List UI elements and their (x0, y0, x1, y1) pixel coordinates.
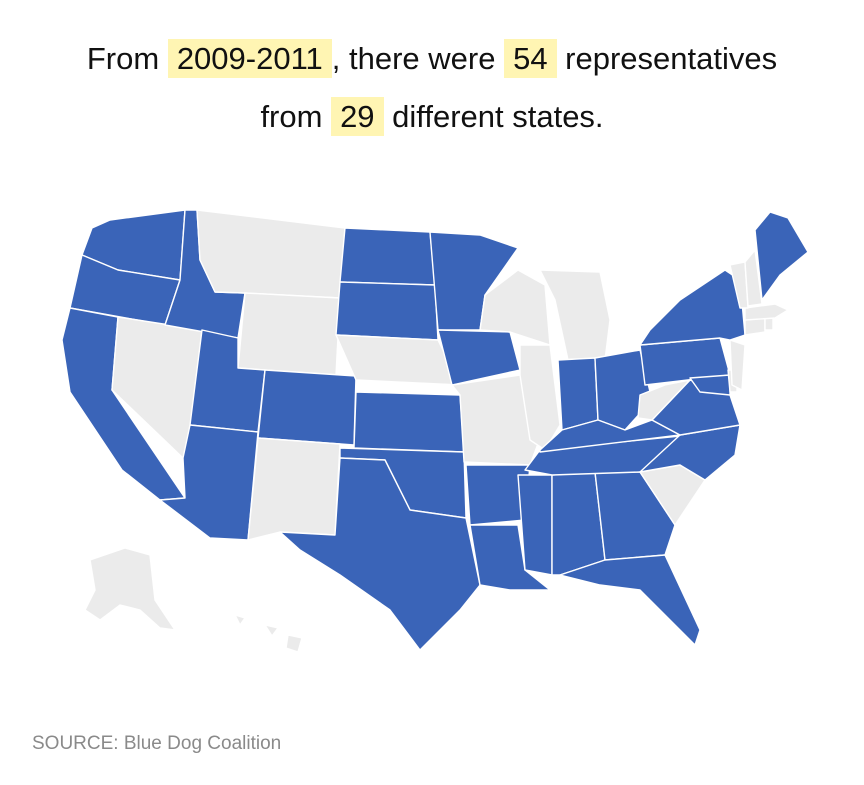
state-HI (234, 614, 303, 653)
state-IN (557, 357, 599, 431)
headline-line-1: From 2009-2011, there were 54 representa… (0, 30, 864, 88)
us-map (40, 180, 820, 660)
state-ME (754, 211, 809, 301)
state-WY (237, 292, 341, 376)
state-TX (279, 457, 481, 651)
state-NY (639, 269, 746, 346)
headline: From 2009-2011, there were 54 representa… (0, 30, 864, 146)
source-note: SOURCE: Blue Dog Coalition (32, 733, 282, 754)
state-KS (353, 391, 465, 453)
state-MD (689, 374, 731, 396)
state-NH (744, 249, 763, 307)
state-MA (744, 303, 789, 321)
headline-text: representatives (556, 41, 778, 76)
headline-text: From (86, 41, 168, 76)
headline-text: , there were (331, 41, 505, 76)
state-CO (257, 369, 357, 446)
state-KY (539, 419, 681, 453)
state-CT (744, 317, 766, 336)
period-highlight: 2009-2011 (167, 39, 332, 78)
state-LA (469, 524, 551, 591)
count-highlight: 54 (504, 39, 557, 78)
us-map-svg (61, 209, 809, 653)
headline-line-2: from 29 different states. (0, 88, 864, 146)
headline-text: different states. (383, 99, 604, 134)
headline-text: from (260, 99, 332, 134)
state-MT (196, 209, 346, 299)
state-ND (339, 227, 436, 286)
state-WV (637, 379, 691, 421)
state-NM (247, 437, 341, 541)
state-AK (84, 547, 176, 631)
state-FL (559, 554, 701, 646)
state-VT (729, 261, 749, 309)
state-NJ (729, 339, 746, 391)
state-SD (335, 281, 439, 341)
states-count-highlight: 29 (331, 97, 384, 136)
state-RI (764, 317, 774, 331)
